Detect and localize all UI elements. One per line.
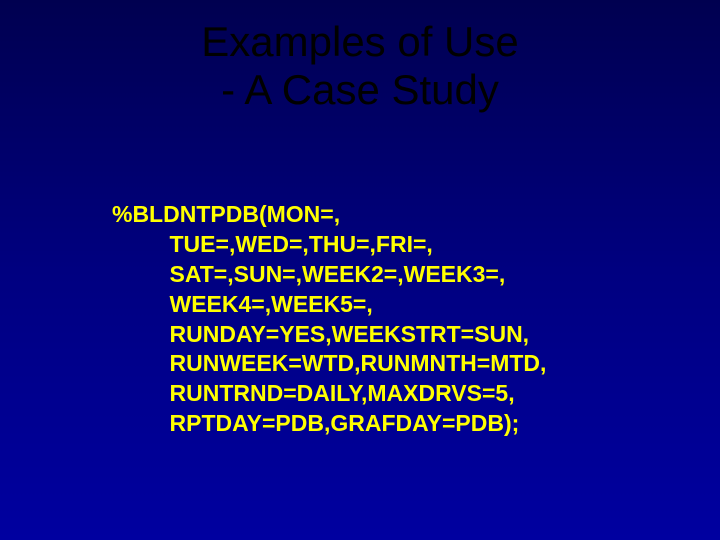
- slide-body: %BLDNTPDB(MON=, TUE=,WED=,THU=,FRI=, SAT…: [112, 200, 546, 439]
- code-line-3: SAT=,SUN=,WEEK2=,WEEK3=,: [112, 261, 505, 287]
- code-line-2: TUE=,WED=,THU=,FRI=,: [112, 231, 433, 257]
- title-line-2: - A Case Study: [0, 66, 720, 114]
- code-line-8: RPTDAY=PDB,GRAFDAY=PDB);: [112, 410, 519, 436]
- code-line-1: %BLDNTPDB(MON=,: [112, 201, 340, 227]
- code-line-7: RUNTRND=DAILY,MAXDRVS=5,: [112, 380, 515, 406]
- title-line-1: Examples of Use: [0, 18, 720, 66]
- slide-title: Examples of Use - A Case Study: [0, 18, 720, 115]
- code-line-5: RUNDAY=YES,WEEKSTRT=SUN,: [112, 321, 529, 347]
- slide: Examples of Use - A Case Study %BLDNTPDB…: [0, 0, 720, 540]
- code-line-4: WEEK4=,WEEK5=,: [112, 291, 373, 317]
- code-line-6: RUNWEEK=WTD,RUNMNTH=MTD,: [112, 350, 546, 376]
